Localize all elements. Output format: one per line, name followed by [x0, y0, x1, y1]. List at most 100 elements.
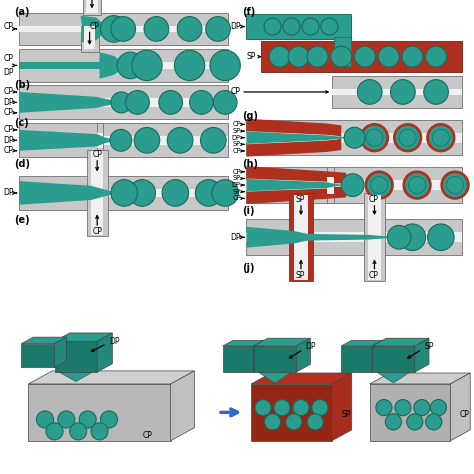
Polygon shape — [171, 371, 194, 441]
Circle shape — [36, 411, 54, 428]
Circle shape — [394, 125, 421, 151]
Bar — [327, 167, 334, 203]
Circle shape — [213, 91, 237, 114]
Text: (e): (e) — [14, 215, 30, 226]
Circle shape — [385, 414, 401, 430]
Text: CP: CP — [3, 126, 13, 134]
Bar — [246, 120, 462, 155]
Circle shape — [361, 125, 388, 151]
Polygon shape — [258, 372, 292, 383]
Circle shape — [174, 50, 205, 81]
Text: CP: CP — [3, 22, 13, 31]
Text: CP: CP — [90, 22, 100, 31]
Text: CP: CP — [369, 271, 378, 280]
Circle shape — [111, 92, 132, 113]
Circle shape — [391, 80, 415, 104]
Polygon shape — [246, 166, 346, 184]
Polygon shape — [21, 344, 55, 367]
Text: (i): (i) — [242, 206, 254, 216]
Circle shape — [399, 224, 426, 251]
Circle shape — [286, 414, 302, 430]
Bar — [368, 195, 381, 280]
Polygon shape — [341, 340, 383, 346]
Polygon shape — [332, 373, 352, 441]
Bar — [19, 176, 228, 210]
Text: SP: SP — [233, 128, 241, 134]
Bar — [84, 26, 95, 49]
Polygon shape — [254, 340, 264, 372]
Circle shape — [91, 423, 108, 440]
Circle shape — [428, 224, 454, 251]
Text: (d): (d) — [14, 158, 30, 169]
Polygon shape — [246, 187, 346, 204]
Circle shape — [134, 128, 160, 153]
Circle shape — [378, 46, 399, 67]
Circle shape — [111, 180, 137, 206]
Text: DP: DP — [230, 22, 241, 31]
Polygon shape — [341, 346, 372, 372]
Text: DP: DP — [109, 337, 119, 346]
Circle shape — [344, 128, 365, 148]
Bar — [97, 133, 103, 148]
Text: SP: SP — [424, 342, 434, 350]
Polygon shape — [28, 371, 194, 384]
Circle shape — [288, 46, 309, 67]
Circle shape — [447, 177, 464, 194]
Circle shape — [132, 50, 162, 81]
Bar — [19, 85, 228, 119]
Polygon shape — [450, 373, 470, 441]
Polygon shape — [246, 131, 350, 144]
Circle shape — [366, 172, 392, 199]
Text: SP: SP — [233, 189, 241, 195]
Circle shape — [255, 400, 271, 416]
Text: (b): (b) — [14, 80, 30, 91]
Polygon shape — [246, 138, 341, 156]
Polygon shape — [81, 16, 109, 42]
Bar — [86, 0, 98, 13]
Text: (f): (f) — [242, 7, 255, 17]
Text: CP: CP — [92, 150, 102, 159]
Circle shape — [293, 400, 309, 416]
Text: CP: CP — [231, 88, 241, 96]
Circle shape — [371, 177, 388, 194]
Polygon shape — [223, 340, 264, 346]
Polygon shape — [19, 181, 118, 205]
Bar — [87, 150, 108, 236]
Text: (h): (h) — [242, 158, 258, 169]
Polygon shape — [372, 340, 383, 372]
Circle shape — [404, 172, 430, 199]
Text: CP: CP — [3, 146, 13, 155]
Text: CP: CP — [232, 169, 241, 175]
Polygon shape — [372, 338, 429, 346]
Circle shape — [264, 414, 281, 430]
Polygon shape — [370, 384, 450, 441]
Bar — [83, 0, 101, 15]
Polygon shape — [21, 337, 66, 344]
Bar — [246, 133, 462, 143]
Circle shape — [355, 46, 375, 67]
Circle shape — [274, 400, 290, 416]
Polygon shape — [251, 384, 332, 441]
Text: SP: SP — [246, 52, 256, 61]
Polygon shape — [28, 384, 171, 441]
Polygon shape — [254, 338, 310, 346]
Bar — [246, 232, 462, 242]
Text: DP: DP — [3, 98, 13, 107]
Circle shape — [100, 411, 118, 428]
Bar — [91, 151, 103, 235]
Text: (a): (a) — [14, 7, 30, 17]
Circle shape — [331, 46, 352, 67]
Circle shape — [144, 17, 169, 41]
Text: CP: CP — [232, 121, 241, 128]
Circle shape — [414, 400, 430, 416]
Bar — [364, 193, 385, 281]
Circle shape — [307, 46, 328, 67]
Text: DP: DP — [3, 136, 13, 145]
Circle shape — [162, 180, 189, 206]
Polygon shape — [296, 338, 310, 372]
Circle shape — [407, 414, 423, 430]
Circle shape — [357, 80, 382, 104]
Circle shape — [110, 129, 132, 151]
Bar — [246, 167, 462, 203]
Text: DP: DP — [232, 135, 241, 141]
